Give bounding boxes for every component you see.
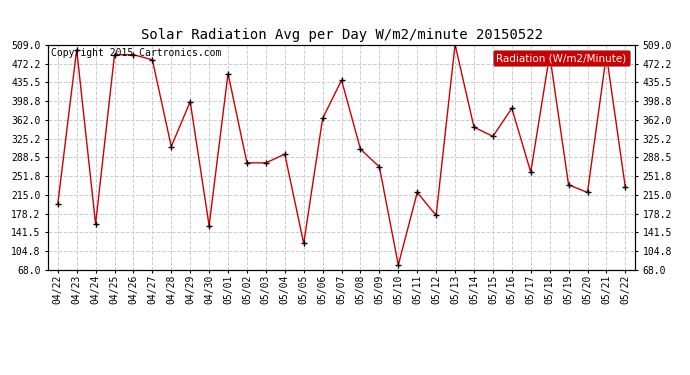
Text: Copyright 2015 Cartronics.com: Copyright 2015 Cartronics.com <box>51 48 221 58</box>
Title: Solar Radiation Avg per Day W/m2/minute 20150522: Solar Radiation Avg per Day W/m2/minute … <box>141 28 542 42</box>
Legend: Radiation (W/m2/Minute): Radiation (W/m2/Minute) <box>493 50 629 66</box>
